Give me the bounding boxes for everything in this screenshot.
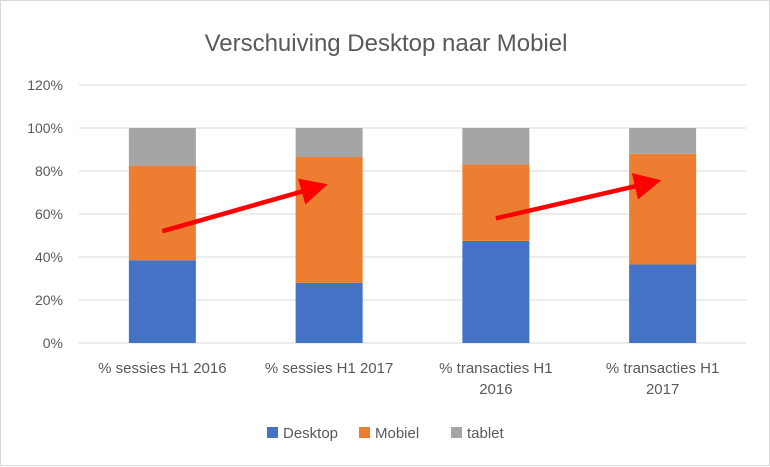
annotation-arrows	[161, 173, 662, 234]
bar-desktop-0	[128, 260, 196, 343]
bar-desktop-3	[629, 264, 697, 343]
x-category-label: % sessies H1 2017	[265, 360, 393, 377]
legend-swatch-tablet	[451, 427, 462, 438]
bar-tablet-3	[629, 128, 697, 154]
y-tick-label: 20%	[35, 292, 63, 308]
legend: Desktop Mobiel tablet	[267, 425, 505, 442]
y-tick-label: 60%	[35, 206, 63, 222]
x-category-label: % transacties H1 2017	[606, 360, 719, 398]
bar-tablet-2	[462, 128, 530, 165]
bar-tablet-1	[295, 128, 363, 158]
y-tick-label: 40%	[35, 249, 63, 265]
bar-desktop-1	[295, 282, 363, 343]
y-tick-label: 0%	[43, 335, 63, 351]
bar-mobiel-3	[629, 153, 697, 265]
bar-tablet-0	[128, 128, 196, 166]
legend-label-desktop: Desktop	[283, 425, 338, 442]
y-axis-ticks: 0% 20% 40% 60% 80% 100% 120%	[27, 77, 63, 351]
trend-arrow-2	[495, 173, 662, 221]
bars	[128, 128, 697, 343]
legend-swatch-mobiel	[359, 427, 370, 438]
y-tick-label: 80%	[35, 163, 63, 179]
legend-label-tablet: tablet	[467, 425, 505, 442]
bar-desktop-2	[462, 240, 530, 343]
x-axis-labels: % sessies H1 2016 % sessies H1 2017 % tran…	[98, 360, 719, 398]
trend-arrow-1	[161, 178, 328, 234]
legend-label-mobiel: Mobiel	[375, 425, 419, 442]
y-tick-label: 120%	[27, 77, 63, 93]
chart-title: Verschuiving Desktop naar Mobiel	[205, 30, 568, 57]
bar-mobiel-1	[295, 157, 363, 283]
y-tick-label: 100%	[27, 120, 63, 136]
bar-mobiel-2	[462, 164, 530, 241]
x-category-label: % transacties H1 2016	[439, 360, 552, 398]
bar-mobiel-0	[128, 165, 196, 261]
x-category-label: % sessies H1 2016	[98, 360, 226, 377]
legend-swatch-desktop	[267, 427, 278, 438]
